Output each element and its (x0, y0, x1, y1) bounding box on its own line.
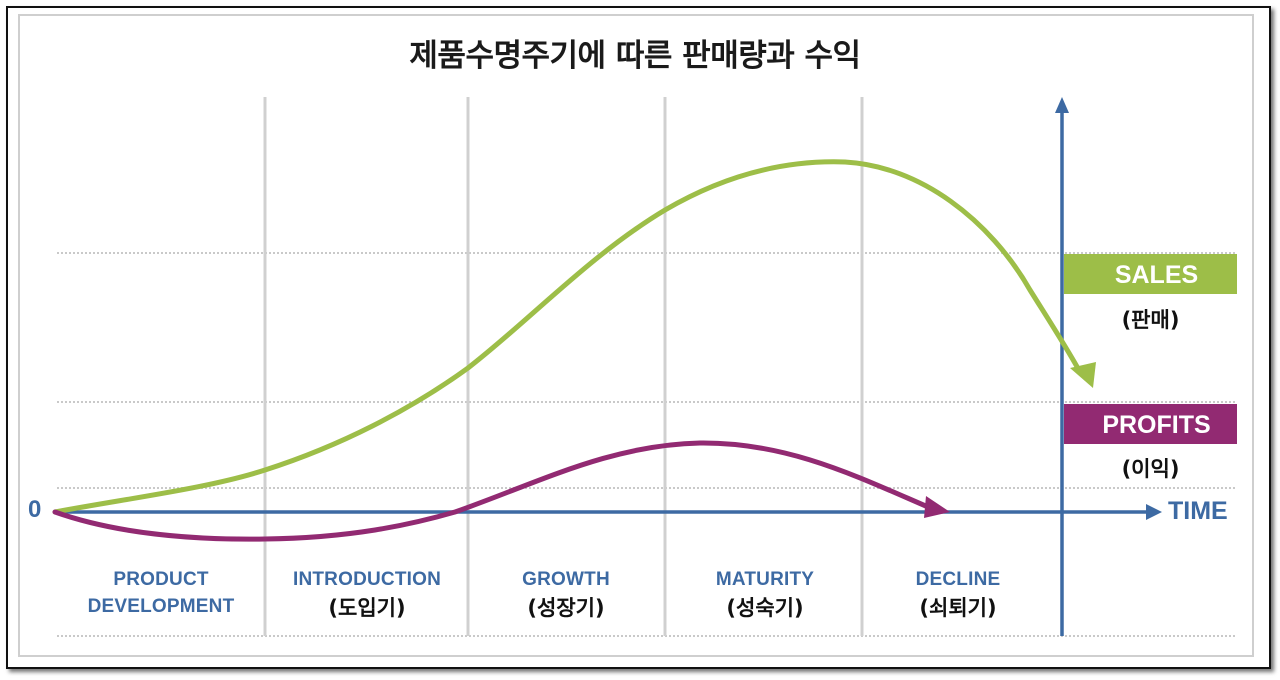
phase-dividers (263, 97, 864, 636)
phase-label-en: PRODUCT (113, 569, 209, 590)
phase-label-ko: (성장기) (527, 596, 605, 620)
phase-label-ko: (쇠퇴기) (919, 596, 997, 620)
phase-label-en-line2: DEVELOPMENT (87, 596, 235, 617)
sales-curve (52, 159, 1083, 515)
phase-label-en: GROWTH (522, 569, 610, 590)
legend-profits-ko: (이익) (1121, 457, 1180, 481)
x-axis-arrow-icon (1146, 504, 1162, 520)
horizontal-gridlines (57, 252, 1236, 637)
sales-arrow-icon (1070, 362, 1096, 388)
phase-introduction: INTRODUCTION (도입기) (267, 566, 467, 623)
chart-frame (18, 14, 1254, 657)
phase-label-ko: (도입기) (328, 596, 406, 620)
phase-label-en: DECLINE (915, 569, 1001, 590)
origin-label: 0 (28, 496, 42, 523)
x-axis-label: TIME (1168, 497, 1228, 525)
y-axis-arrow-icon (1055, 97, 1069, 113)
phase-label-en: MATURITY (715, 569, 815, 590)
legend-profits-box: PROFITS (1064, 404, 1237, 444)
phase-product-development: PRODUCT DEVELOPMENT (61, 566, 261, 620)
phase-maturity: MATURITY (성숙기) (665, 566, 865, 623)
legend-sales-box: SALES (1064, 254, 1237, 294)
phase-label-en: INTRODUCTION (292, 569, 442, 590)
chart-title: 제품수명주기에 따른 판매량과 수익 (409, 38, 861, 74)
legend-sales-ko: (판매) (1121, 308, 1180, 332)
phase-label-ko: (성숙기) (726, 596, 804, 620)
profits-arrow-icon (924, 496, 950, 518)
phase-decline: DECLINE (쇠퇴기) (858, 566, 1058, 623)
profits-curve (52, 440, 938, 542)
phase-growth: GROWTH (성장기) (466, 566, 666, 623)
